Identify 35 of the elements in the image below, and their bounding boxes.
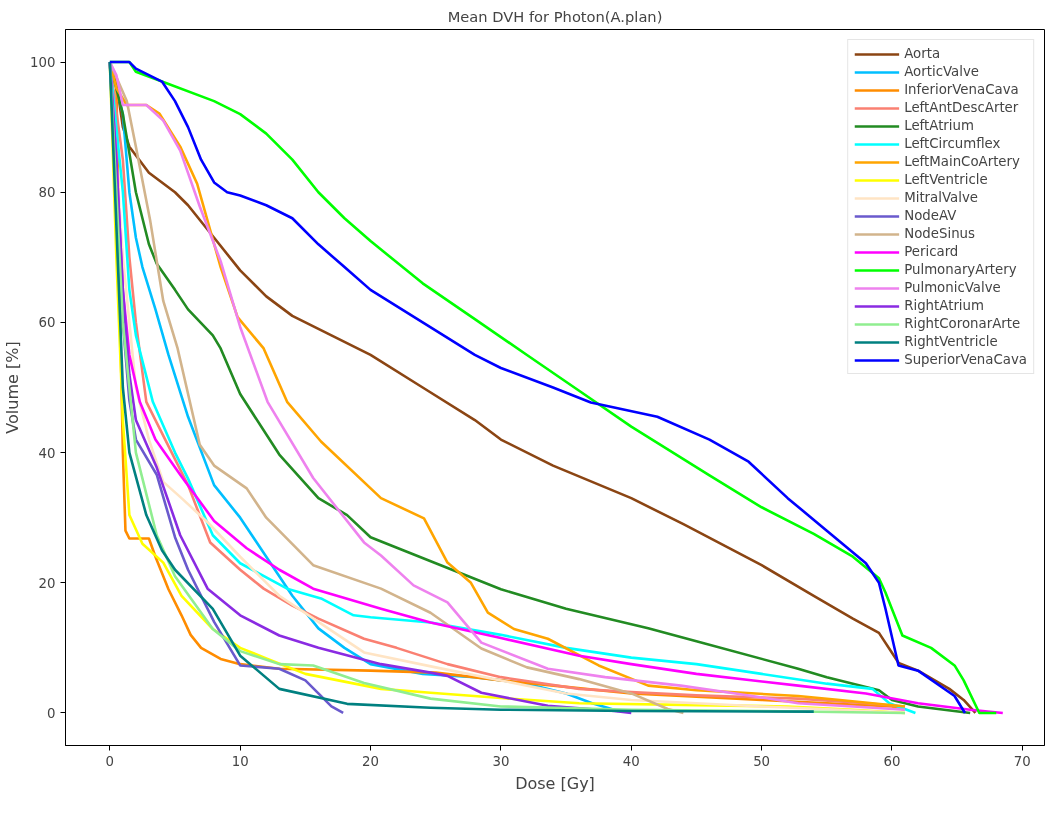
y-tick-label: 20 xyxy=(38,575,56,591)
x-tick-label: 60 xyxy=(883,753,901,769)
legend-label: NodeAV xyxy=(904,208,957,223)
legend-label: LeftAntDescArter xyxy=(904,100,1019,115)
y-tick-label: 40 xyxy=(38,445,56,461)
x-tick-label: 10 xyxy=(231,753,249,769)
y-tick-label: 0 xyxy=(47,705,56,721)
legend-label: AorticValve xyxy=(904,64,980,79)
x-tick-label: 40 xyxy=(622,753,640,769)
legend-label: LeftVentricle xyxy=(904,172,988,187)
legend-label: Pericard xyxy=(904,244,959,259)
legend-label: MitralValve xyxy=(904,190,979,205)
legend-label: LeftMainCoArtery xyxy=(904,154,1020,169)
chart-title: Mean DVH for Photon(A.plan) xyxy=(447,7,663,25)
y-tick-label: 100 xyxy=(30,55,56,71)
legend-label: RightAtrium xyxy=(904,298,985,313)
legend-label: LeftAtrium xyxy=(904,118,974,133)
legend-label: SuperiorVenaCava xyxy=(904,352,1027,367)
y-tick-label: 60 xyxy=(38,315,56,331)
legend-label: RightCoronarArte xyxy=(904,316,1021,331)
x-tick-label: 20 xyxy=(362,753,380,769)
legend-label: NodeSinus xyxy=(904,226,975,241)
legend-label: InferiorVenaCava xyxy=(904,82,1019,97)
legend-label: PulmonicValve xyxy=(904,280,1001,295)
x-tick-label: 30 xyxy=(492,753,510,769)
legend-label: PulmonaryArtery xyxy=(904,262,1017,277)
x-tick-label: 0 xyxy=(105,753,115,769)
y-tick-label: 80 xyxy=(38,185,56,201)
x-tick-label: 70 xyxy=(1013,753,1031,769)
legend-label: LeftCircumflex xyxy=(904,136,1001,151)
x-tick-label: 50 xyxy=(753,753,771,769)
x-axis-title: Dose [Gy] xyxy=(515,773,595,793)
legend-label: Aorta xyxy=(904,46,941,61)
legend-label: RightVentricle xyxy=(904,334,998,349)
y-axis-title: Volume [%] xyxy=(3,341,23,434)
